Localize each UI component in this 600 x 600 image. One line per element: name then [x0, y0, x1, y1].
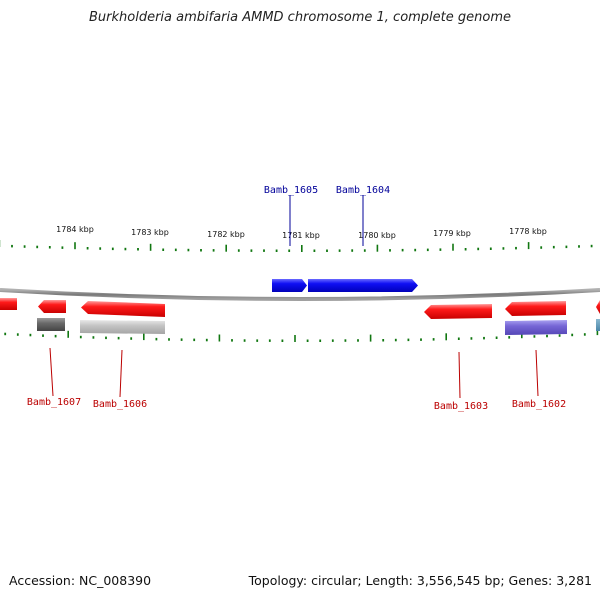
- ruler-label-1780: 1780 kbp: [358, 231, 396, 240]
- gene-partial-left[interactable]: [0, 298, 17, 310]
- gene-bamb-1607[interactable]: [38, 300, 66, 313]
- ruler-label-1782: 1782 kbp: [207, 230, 245, 239]
- feature-bar-teal: [596, 319, 600, 331]
- gene-bamb-1604[interactable]: [308, 279, 418, 292]
- ruler-label-1781: 1781 kbp: [282, 231, 320, 240]
- inner-tick-row: [4, 328, 599, 342]
- gene-bamb-1602[interactable]: [505, 301, 566, 316]
- leader-line-bamb-1606: [119, 349, 123, 398]
- gene-arrow: [272, 279, 307, 292]
- leader-line-bamb-1602: [535, 349, 539, 397]
- gene-label-bamb-1603[interactable]: Bamb_1603: [434, 401, 488, 412]
- topology-summary-text: Topology: circular; Length: 3,556,545 bp…: [248, 573, 592, 588]
- gene-label-bamb-1606[interactable]: Bamb_1606: [93, 399, 147, 410]
- gene-label-bamb-1604[interactable]: Bamb_1604: [336, 185, 390, 196]
- gene-bamb-1606[interactable]: [81, 301, 165, 317]
- ruler-label-1779: 1779 kbp: [433, 229, 471, 238]
- genome-backbone: [0, 288, 600, 301]
- gene-arrow: [0, 298, 17, 310]
- map-title: Burkholderia ambifaria AMMD chromosome 1…: [88, 10, 512, 25]
- gene-bamb-1605[interactable]: [272, 279, 307, 292]
- ruler-label-1778: 1778 kbp: [509, 227, 547, 236]
- gene-arrow: [308, 279, 418, 292]
- outer-tick-row: [0, 240, 593, 252]
- gene-label-bamb-1607[interactable]: Bamb_1607: [27, 397, 81, 408]
- gene-label-bamb-1602[interactable]: Bamb_1602: [512, 399, 566, 410]
- ruler-label-1783: 1783 kbp: [131, 228, 169, 237]
- gene-arrow: [424, 304, 492, 319]
- gene-arrow: [596, 300, 600, 314]
- feature-bar-light: [80, 320, 165, 334]
- gene-partial-right[interactable]: [596, 300, 600, 314]
- gene-arrow: [505, 301, 566, 316]
- gene-arrow: [81, 301, 165, 317]
- gene-bamb-1603[interactable]: [424, 304, 492, 319]
- leader-line-bamb-1607: [49, 347, 54, 397]
- feature-bar-purple: [505, 320, 567, 335]
- gene-arrow: [38, 300, 66, 313]
- feature-bar-dark: [37, 318, 65, 331]
- gene-label-bamb-1605[interactable]: Bamb_1605: [264, 185, 318, 196]
- leader-line-bamb-1603: [458, 351, 461, 399]
- accession-text: Accession: NC_008390: [9, 573, 152, 588]
- ruler-label-1784: 1784 kbp: [56, 225, 94, 234]
